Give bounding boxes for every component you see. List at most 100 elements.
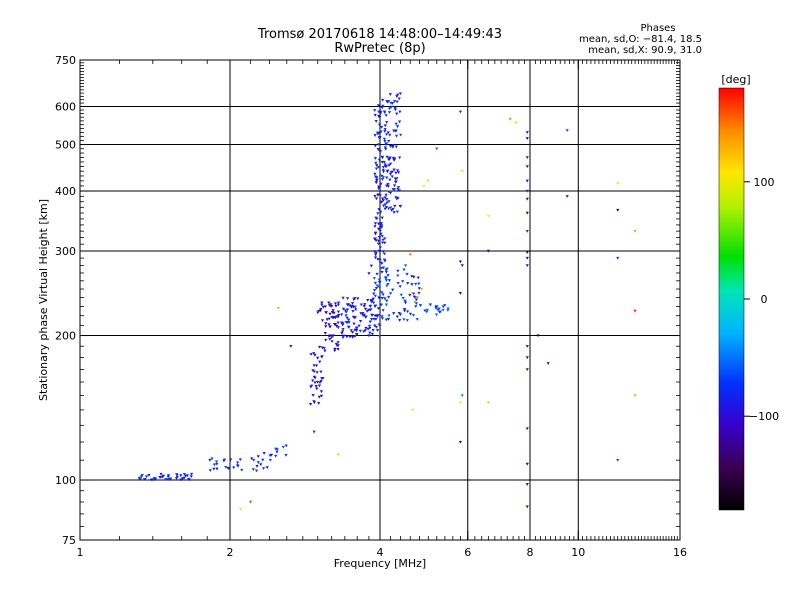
- data-point: [370, 332, 375, 336]
- data-point: [373, 281, 378, 285]
- data-point: [373, 314, 377, 318]
- data-point: [398, 313, 403, 317]
- data-point: [324, 311, 328, 314]
- data-point: [383, 146, 387, 150]
- data-point: [383, 203, 387, 206]
- data-point: [402, 309, 407, 313]
- data-point: [380, 262, 384, 266]
- data-point: [385, 198, 389, 201]
- data-point: [366, 299, 370, 302]
- data-point: [325, 318, 329, 322]
- data-point: [390, 175, 394, 179]
- data-point: [315, 371, 319, 375]
- data-point: [314, 385, 318, 388]
- data-point: [238, 458, 242, 462]
- data-point: [410, 408, 415, 412]
- data-point: [397, 156, 402, 160]
- data-point: [330, 340, 334, 344]
- data-point: [175, 473, 179, 477]
- data-point: [208, 469, 212, 473]
- data-point: [166, 475, 170, 479]
- data-point: [486, 401, 490, 405]
- data-point: [434, 307, 438, 311]
- data-point: [381, 168, 385, 172]
- data-point: [320, 301, 324, 305]
- data-point: [536, 334, 540, 338]
- data-point: [396, 169, 400, 173]
- data-point: [316, 311, 320, 315]
- data-point: [422, 184, 426, 188]
- data-point: [395, 210, 399, 214]
- data-point: [386, 185, 390, 188]
- data-point: [255, 465, 259, 468]
- data-point: [398, 319, 402, 322]
- data-point: [336, 301, 341, 305]
- data-point: [633, 394, 637, 398]
- colorbar-tick-label: 100: [754, 176, 775, 189]
- data-point: [368, 308, 372, 312]
- data-point: [387, 107, 392, 111]
- data-point: [378, 224, 382, 228]
- data-point: [359, 303, 363, 307]
- x-tick-label: 1: [77, 546, 84, 559]
- data-point: [354, 333, 359, 336]
- data-point: [261, 458, 265, 462]
- data-point: [143, 478, 147, 481]
- data-point: [508, 117, 512, 121]
- data-point: [357, 324, 361, 328]
- data-point: [398, 120, 402, 124]
- data-point: [381, 250, 385, 254]
- data-point: [525, 137, 529, 140]
- data-point: [385, 284, 389, 288]
- data-point: [366, 327, 370, 331]
- phase-stats-x-mode: mean, sd,X: 90.9, 31.0: [588, 45, 702, 56]
- data-point: [332, 316, 336, 320]
- data-point: [368, 304, 373, 308]
- data-point: [317, 384, 322, 388]
- data-point: [525, 256, 529, 260]
- data-point: [341, 328, 345, 331]
- data-point: [308, 402, 313, 406]
- data-point: [351, 335, 355, 339]
- data-point: [238, 507, 243, 511]
- data-point: [384, 318, 388, 322]
- data-point: [320, 319, 325, 323]
- data-point: [383, 259, 387, 263]
- data-point: [392, 184, 397, 188]
- data-point: [401, 280, 405, 283]
- data-point: [315, 387, 319, 391]
- data-point: [377, 136, 381, 140]
- data-point: [380, 266, 384, 270]
- data-point: [317, 402, 321, 405]
- data-point: [346, 325, 351, 329]
- data-point: [460, 264, 464, 267]
- data-point: [312, 375, 316, 379]
- data-point: [395, 125, 400, 129]
- data-point: [388, 178, 392, 182]
- data-point: [276, 307, 280, 310]
- data-point: [353, 305, 357, 309]
- data-point: [364, 307, 368, 311]
- y-tick-label: 75: [62, 534, 76, 547]
- data-point: [384, 147, 388, 151]
- data-point: [402, 268, 406, 272]
- data-point: [370, 318, 374, 321]
- data-point: [384, 268, 388, 272]
- data-point: [227, 466, 231, 470]
- data-point: [374, 251, 378, 255]
- data-point: [420, 287, 424, 291]
- data-point: [412, 295, 416, 299]
- data-point: [633, 309, 637, 313]
- x-tick-label: 10: [571, 546, 585, 559]
- data-point: [179, 478, 183, 482]
- data-point: [328, 337, 332, 341]
- data-point: [414, 302, 418, 306]
- data-point: [616, 256, 620, 260]
- data-point: [388, 191, 393, 195]
- data-point: [441, 305, 445, 309]
- data-point: [222, 459, 226, 463]
- data-point: [373, 225, 377, 229]
- data-point: [377, 236, 381, 239]
- data-point: [376, 212, 380, 216]
